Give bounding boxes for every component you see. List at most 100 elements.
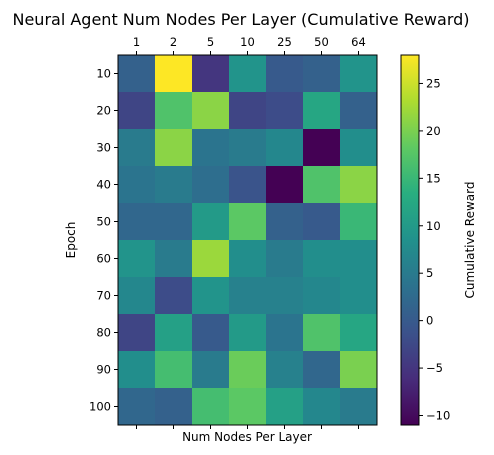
heatmap-cell bbox=[192, 277, 229, 314]
x-tick-label: 2 bbox=[170, 35, 177, 49]
x-tick-label: 64 bbox=[351, 35, 366, 49]
heatmap-cell bbox=[229, 55, 266, 92]
heatmap-cell bbox=[266, 129, 303, 166]
heatmap-cell bbox=[303, 55, 340, 92]
y-axis-label: Epoch bbox=[64, 222, 78, 259]
heatmap-cell bbox=[303, 351, 340, 388]
colorbar-tick-label: 25 bbox=[426, 76, 441, 90]
heatmap-cell bbox=[155, 314, 192, 351]
heatmap-cell bbox=[266, 351, 303, 388]
heatmap-cell bbox=[303, 314, 340, 351]
x-axis-label: Num Nodes Per Layer bbox=[182, 430, 312, 444]
heatmap-cell bbox=[340, 166, 377, 203]
heatmap-cell bbox=[340, 314, 377, 351]
heatmap-cell bbox=[303, 129, 340, 166]
heatmap-cell bbox=[192, 55, 229, 92]
heatmap-cell bbox=[266, 55, 303, 92]
heatmap-cell bbox=[118, 314, 155, 351]
heatmap-cell bbox=[192, 166, 229, 203]
heatmap-cell bbox=[192, 240, 229, 277]
heatmap-cell bbox=[155, 277, 192, 314]
colorbar-tick-label: −10 bbox=[426, 409, 450, 423]
heatmap-cell bbox=[192, 351, 229, 388]
heatmap-cell bbox=[192, 203, 229, 240]
x-ticks-bottom bbox=[136, 425, 359, 429]
heatmap-cell bbox=[340, 388, 377, 425]
chart-title: Neural Agent Num Nodes Per Layer (Cumula… bbox=[12, 10, 469, 29]
heatmap-cell bbox=[155, 203, 192, 240]
heatmap-cell bbox=[155, 55, 192, 92]
heatmap-cell bbox=[340, 55, 377, 92]
colorbar-tick-label: 10 bbox=[426, 219, 441, 233]
y-tick-label: 90 bbox=[96, 363, 111, 377]
heatmap-cell bbox=[266, 277, 303, 314]
heatmap-cell bbox=[118, 129, 155, 166]
heatmap-cell bbox=[118, 240, 155, 277]
heatmap-cell bbox=[340, 203, 377, 240]
heatmap-cell bbox=[118, 277, 155, 314]
heatmap-cell bbox=[155, 388, 192, 425]
heatmap-cell bbox=[340, 277, 377, 314]
colorbar bbox=[400, 54, 420, 426]
x-tick-label: 10 bbox=[240, 35, 255, 49]
heatmap-cell bbox=[266, 240, 303, 277]
heatmap-cell bbox=[155, 240, 192, 277]
heatmap-cell bbox=[266, 203, 303, 240]
heatmap-cell bbox=[155, 166, 192, 203]
y-ticks: 10 20 30 40 50 60 70 80 90 100 bbox=[89, 67, 118, 414]
heatmap-cell bbox=[192, 129, 229, 166]
heatmap-cell bbox=[340, 240, 377, 277]
heatmap-cell bbox=[340, 92, 377, 129]
heatmap-cell bbox=[229, 166, 266, 203]
heatmap-cell bbox=[118, 388, 155, 425]
y-tick-label: 80 bbox=[96, 326, 111, 340]
y-tick-label: 60 bbox=[96, 252, 111, 266]
heatmap-cell bbox=[155, 92, 192, 129]
heatmap-cell bbox=[118, 203, 155, 240]
heatmap-cell bbox=[229, 351, 266, 388]
heatmap-cell bbox=[118, 55, 155, 92]
heatmap-cell bbox=[266, 388, 303, 425]
heatmap-cell bbox=[229, 388, 266, 425]
heatmap-cell bbox=[303, 92, 340, 129]
x-ticks-top: 1 2 5 10 25 50 64 bbox=[133, 35, 366, 55]
heatmap-cell bbox=[266, 314, 303, 351]
colorbar-tick-label: 0 bbox=[426, 314, 433, 328]
x-tick-label: 5 bbox=[207, 35, 214, 49]
y-tick-label: 10 bbox=[96, 67, 111, 81]
heatmap-cell bbox=[155, 351, 192, 388]
heatmap-cell bbox=[155, 129, 192, 166]
heatmap-cell bbox=[303, 166, 340, 203]
heatmap-cell bbox=[303, 277, 340, 314]
heatmap-cell bbox=[229, 277, 266, 314]
y-tick-label: 50 bbox=[96, 215, 111, 229]
heatmap-cell bbox=[229, 203, 266, 240]
heatmap-cell bbox=[118, 351, 155, 388]
heatmap-cell bbox=[192, 314, 229, 351]
y-tick-label: 20 bbox=[96, 104, 111, 118]
heatmap-cell bbox=[229, 129, 266, 166]
heatmap-cell bbox=[229, 314, 266, 351]
heatmap-cell bbox=[192, 92, 229, 129]
heatmap-cell bbox=[303, 240, 340, 277]
heatmap-cell bbox=[192, 388, 229, 425]
y-tick-label: 40 bbox=[96, 178, 111, 192]
heatmap-cell bbox=[118, 92, 155, 129]
heatmap-cell bbox=[340, 351, 377, 388]
colorbar-ticks: −10 −5 0 5 10 15 20 25 bbox=[419, 76, 450, 423]
y-tick-label: 30 bbox=[96, 141, 111, 155]
y-tick-label: 100 bbox=[89, 400, 111, 414]
x-tick-label: 1 bbox=[133, 35, 140, 49]
x-tick-label: 25 bbox=[277, 35, 292, 49]
heatmap-cell bbox=[118, 166, 155, 203]
colorbar-tick-label: 20 bbox=[426, 124, 441, 138]
colorbar-tick-label: 5 bbox=[426, 266, 433, 280]
heatmap-cell bbox=[229, 92, 266, 129]
colorbar-label: Cumulative Reward bbox=[463, 182, 477, 299]
heatmap-cell bbox=[303, 203, 340, 240]
heatmap-cell bbox=[303, 388, 340, 425]
x-tick-label: 50 bbox=[314, 35, 329, 49]
heatmap-cell bbox=[266, 92, 303, 129]
heatmap-cells bbox=[118, 55, 377, 425]
